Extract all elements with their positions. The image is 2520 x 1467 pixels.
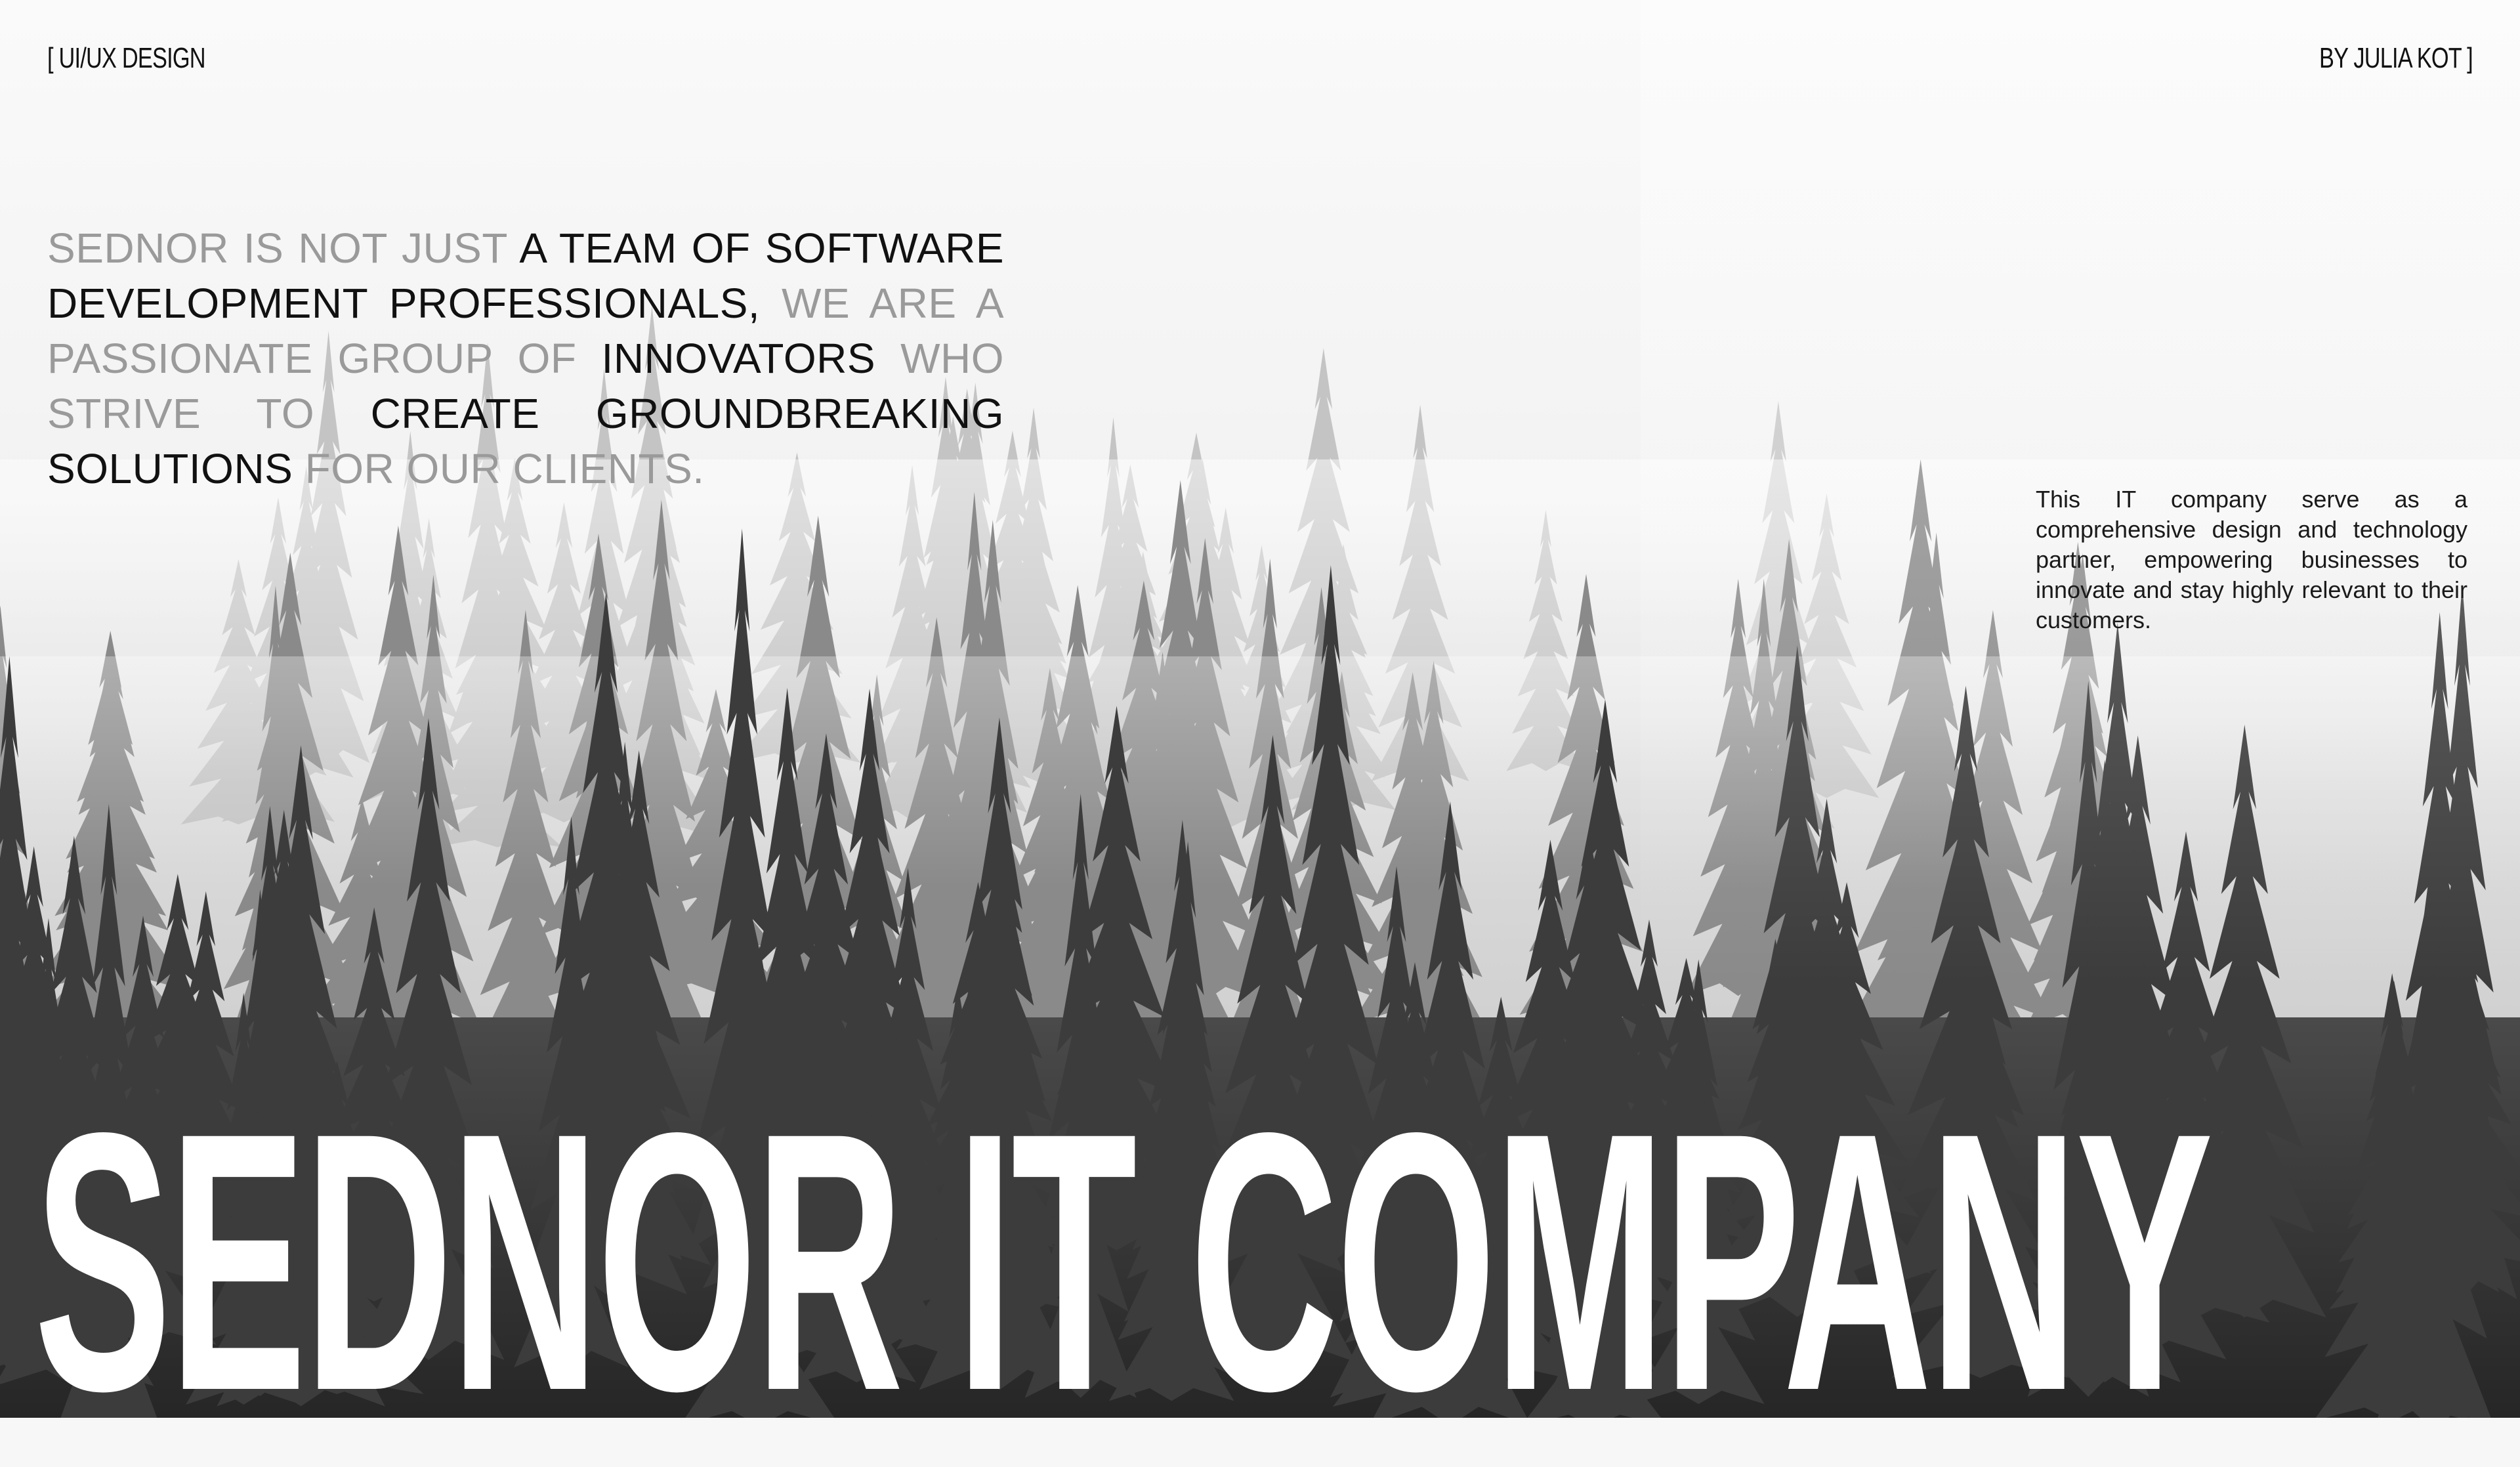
intro-segment-strong: A TEAM OF SOFTWARE DEVELOPMENT PROFESSIO… [47, 224, 1005, 327]
intro-segment-strong: CREATE GROUNDBREAKING SOLUTIONS [47, 390, 1005, 492]
author-tag: BY JULIA KOT ] [2319, 42, 2473, 74]
hero-headline: SEDNOR IT COMPANY [34, 1056, 2214, 1467]
foggy-forest-background [0, 0, 2520, 1418]
intro-segment-muted: WE ARE A PASSIONATE GROUP OF [47, 280, 1004, 382]
category-tag: [ UI/UX DESIGN [47, 42, 206, 74]
intro-segment-strong: INNOVATORS [601, 335, 901, 382]
intro-segment-muted: WHO STRIVE TO [47, 335, 1004, 437]
intro-segment-muted: FOR OUR CLIENTS. [304, 445, 705, 492]
intro-statement: SEDNOR IS NOT JUST A TEAM OF SOFTWARE DE… [47, 221, 1004, 496]
company-description: This IT company serve as a comprehensive… [2036, 486, 2468, 633]
intro-segment-muted: SEDNOR IS NOT JUST [47, 224, 520, 272]
